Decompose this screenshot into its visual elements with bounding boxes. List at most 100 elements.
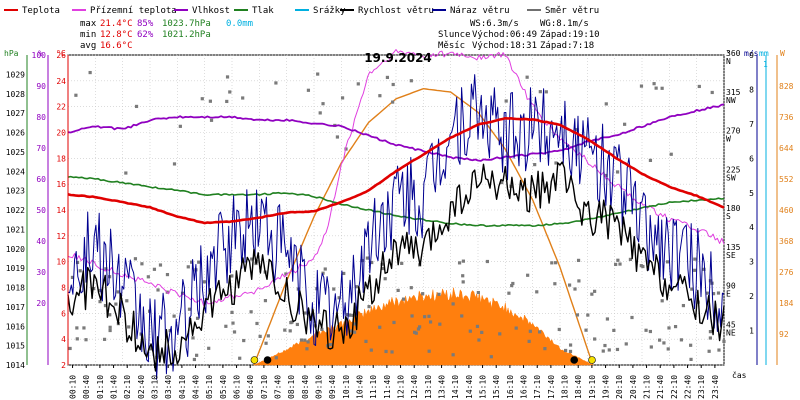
wind-direction-dot (241, 96, 245, 100)
wind-direction-dot (639, 264, 643, 268)
x-tick-label: 19:10 (588, 375, 597, 399)
wind-direction-dot (615, 170, 620, 174)
dir-tick-degree: 45 (726, 320, 736, 329)
wind-direction-dot (660, 299, 664, 303)
wind-direction-dot (108, 325, 112, 329)
wind-direction-dot (538, 90, 542, 94)
wind-direction-dot (410, 314, 414, 318)
x-tick-label: 07:40 (274, 375, 283, 399)
wind-direction-dot (74, 93, 78, 97)
wind-direction-dot (554, 161, 558, 165)
wind-direction-dot (689, 357, 693, 361)
legend: Teplota Přízemní teplota Vlhkost Tlak Srážky… (4, 6, 599, 16)
wind-direction-dot (662, 341, 666, 345)
wind-direction-dot (504, 99, 508, 103)
x-tick-label: 05:40 (219, 375, 228, 399)
wind-direction-dot (607, 348, 611, 352)
x-tick-label: 13:40 (438, 375, 447, 399)
wind-direction-dot (197, 260, 201, 264)
x-tick-label: 23:10 (697, 375, 706, 399)
wm2-tick-label: 276 (779, 268, 794, 277)
x-tick-label: 00:40 (82, 375, 91, 399)
wind-direction-dot (134, 104, 139, 109)
wind-direction-dot (242, 338, 246, 343)
wind-direction-dot (511, 281, 515, 286)
wind-direction-dot (526, 273, 530, 277)
temp-tick-label: 2 (61, 361, 66, 370)
wind-direction-dot (274, 356, 278, 360)
wind-direction-dot (575, 313, 580, 317)
wind-direction-dot (590, 292, 594, 296)
stat-row-label: max (80, 19, 97, 29)
x-tick-label: 04:10 (178, 375, 187, 399)
wind-direction-dot (477, 338, 481, 342)
stats-panel: max 21.4°C 85% 1023.7hPa 0.0mm min 12.8°C 62% 10… (80, 19, 600, 51)
wind-direction-dot (693, 257, 697, 261)
x-tick-label: 20:10 (615, 375, 624, 399)
wind-direction-dot (356, 82, 360, 86)
wm2-tick-label: 460 (779, 206, 794, 215)
stat-temp: 12.8°C (100, 30, 133, 40)
wind-direction-dot (232, 330, 237, 334)
wind-direction-dot (284, 272, 288, 276)
wind-direction-dot (337, 296, 341, 300)
hpa-tick-label: 1027 (6, 109, 25, 118)
wind-direction-dot (409, 79, 413, 83)
theoretical-radiation-line (253, 87, 594, 366)
wind-direction-dot (306, 340, 310, 344)
wind-direction-dot (84, 338, 88, 342)
wm2-tick-label: 368 (779, 237, 794, 246)
series-line-tlak (67, 175, 725, 228)
wind-direction-dot (207, 346, 211, 350)
wind-direction-dot (231, 321, 235, 325)
wind-direction-dot (457, 261, 462, 265)
pct-axis-unit: % (38, 49, 43, 58)
wind-direction-dot (228, 90, 232, 94)
wind-direction-dot (427, 349, 431, 353)
hpa-tick-label: 1023 (6, 187, 25, 196)
wind-direction-dot (75, 260, 80, 265)
stat-sun-rise: Východ:06:49 (472, 30, 537, 40)
temp-tick-label: 4 (61, 335, 66, 344)
x-tick-label: 22:10 (670, 375, 679, 399)
wind-direction-dot (353, 322, 357, 326)
x-tick-label: 18:40 (574, 375, 583, 399)
x-tick-label: 16:40 (520, 375, 529, 399)
x-tick-label: 02:40 (137, 375, 146, 399)
wind-direction-dot (708, 336, 712, 340)
legend-label: Tlak (252, 6, 274, 16)
x-tick-label: 12:40 (410, 375, 419, 399)
wind-direction-dot (378, 94, 382, 98)
stat-humidity: 62% (137, 30, 154, 40)
wind-direction-dot (451, 302, 455, 306)
x-tick-label: 12:10 (397, 375, 406, 399)
ms-tick-label: 6 (749, 154, 754, 163)
wind-direction-dot (576, 258, 581, 262)
ms-tick-label: 8 (749, 85, 754, 94)
dir-tick-degree: 315 (726, 88, 741, 97)
dir-tick-degree: 270 (726, 127, 741, 136)
series-line-vlhkost (67, 103, 725, 162)
dir-tick-degree: 180 (726, 204, 741, 213)
dir-tick-compass: NE (726, 328, 736, 337)
wind-direction-dot (630, 315, 634, 320)
x-tick-label: 15:10 (479, 375, 488, 399)
wind-direction-dot (413, 330, 417, 334)
wind-direction-dot (289, 321, 293, 325)
ms-tick-label: 4 (749, 223, 754, 232)
wind-direction-dot (438, 322, 442, 326)
wind-direction-dot (616, 258, 620, 262)
wind-direction-dot (391, 82, 395, 87)
wind-direction-dot (401, 297, 406, 301)
wind-direction-dot (102, 337, 107, 341)
x-tick-label: 11:10 (369, 375, 378, 399)
wind-direction-dot (667, 326, 671, 330)
wind-direction-dot (423, 315, 427, 319)
x-tick-label: 07:10 (260, 375, 269, 399)
x-tick-label: 20:40 (629, 375, 638, 399)
wind-direction-dot (601, 349, 605, 353)
wind-direction-dot (75, 326, 79, 330)
hpa-tick-label: 1021 (6, 225, 25, 234)
wind-direction-dot (195, 316, 200, 320)
